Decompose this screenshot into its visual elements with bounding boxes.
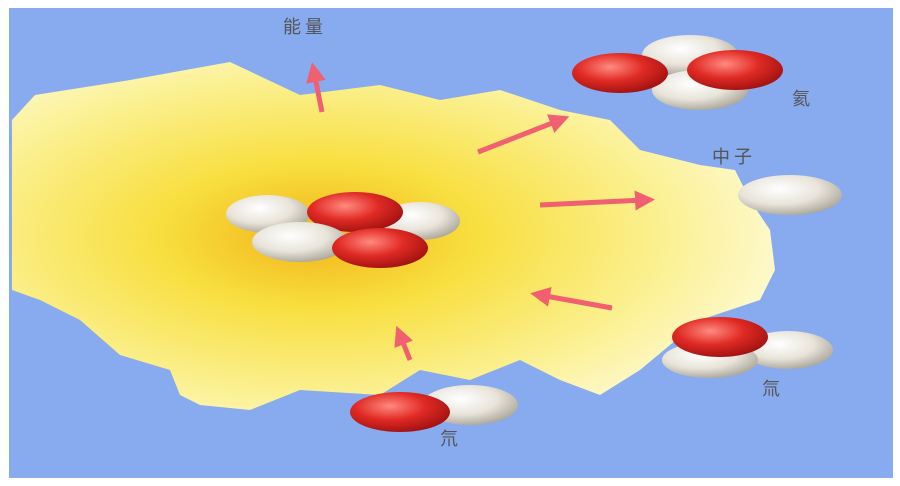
nucleus	[226, 192, 460, 268]
helium-atom	[572, 35, 783, 110]
tritium-label: 氚	[762, 379, 784, 400]
tritium-atom	[662, 317, 833, 378]
arrows	[306, 62, 655, 361]
neutron-label: 中子	[712, 147, 756, 168]
deuterium-atom	[350, 385, 518, 432]
neutron-particle	[738, 175, 842, 215]
energy-label: 能量	[283, 17, 327, 38]
helium-label: 氦	[792, 89, 814, 110]
deuterium-label: 氘	[440, 429, 462, 450]
